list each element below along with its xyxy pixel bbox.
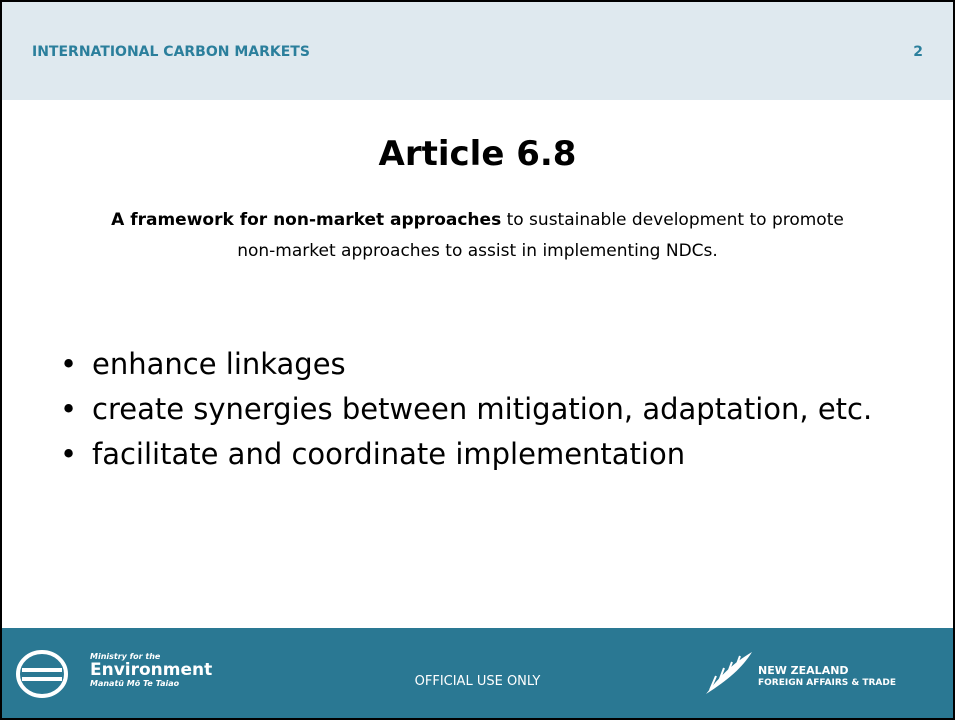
environment-emblem [16,650,68,698]
section-title: INTERNATIONAL CARBON MARKETS [32,44,310,60]
logo-line: NEW ZEALAND [758,664,849,677]
bullet: enhance linkages [60,342,872,387]
bullet-list: enhance linkages create synergies betwee… [60,342,872,477]
footer: Ministry for the Environment Manatū Mō T… [2,628,953,718]
header: INTERNATIONAL CARBON MARKETS 2 [2,2,953,100]
slide-title: Article 6.8 [378,134,577,174]
mfat-logo: NEW ZEALAND FOREIGN AFFAIRS & TRADE [758,664,896,690]
environment-logo: Ministry for the Environment Manatū Mō T… [90,652,212,688]
subtitle-text: to sustainable development to promote no… [237,210,844,261]
logo-small: Ministry for the [90,652,161,661]
bullet: create synergies between mitigation, ada… [60,387,872,432]
classification: OFFICIAL USE ONLY [414,674,541,689]
logo-line: FOREIGN AFFAIRS & TRADE [758,678,897,688]
bullet: facilitate and coordinate implementation [60,432,872,477]
logo-maori: Manatū Mō Te Taiao [90,679,180,688]
subtitle-bold: A framework for non-market approaches [111,210,502,230]
fern-emblem [706,652,752,694]
subtitle: A framework for non-market approaches to… [92,205,863,267]
page-number: 2 [913,44,923,60]
logo-name: Environment [90,660,213,680]
